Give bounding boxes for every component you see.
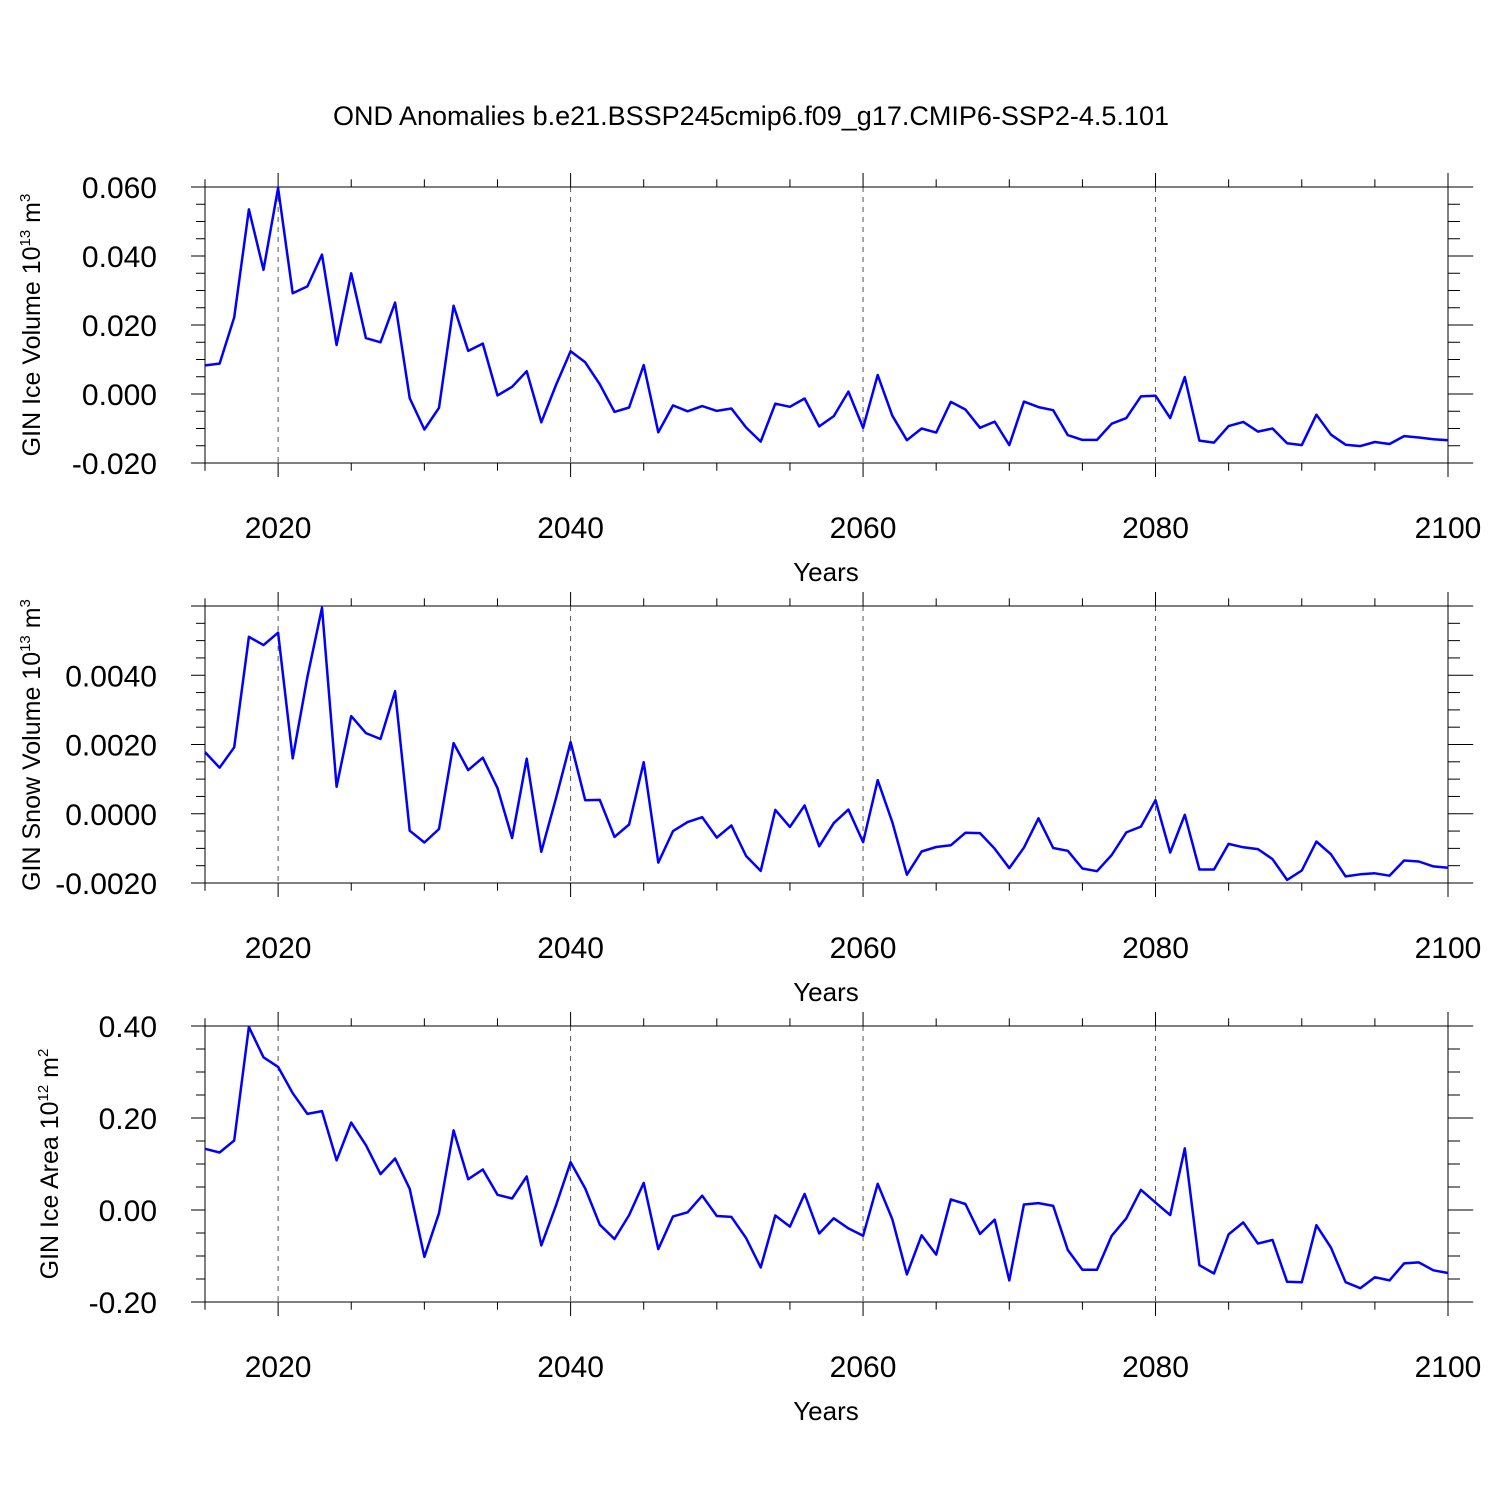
x-tick-label-2080: 2080 bbox=[1122, 932, 1189, 965]
x-tick-label-2100: 2100 bbox=[1415, 512, 1482, 545]
x-tick-label-2040: 2040 bbox=[537, 512, 604, 545]
panel-snow-volume: 2020 2040 2060 2080 2100 -0.0020 0.0000 0.0020 0… bbox=[17, 592, 1481, 1007]
panel-ice-volume: 2020 2040 2060 2080 2100 -0.020 0.000 0.020 0.04… bbox=[17, 172, 1481, 587]
figure-title: OND Anomalies b.e21.BSSP245cmip6.f09_g17… bbox=[333, 101, 1169, 131]
x-tick-label-2020: 2020 bbox=[245, 1351, 312, 1384]
x-tick-label-2040: 2040 bbox=[537, 932, 604, 965]
y-tick-label: 0.40 bbox=[99, 1011, 157, 1044]
x-axis-label: Years bbox=[793, 1396, 859, 1426]
x-tick-label-2080: 2080 bbox=[1122, 512, 1189, 545]
series-line-ice-volume bbox=[204, 186, 1449, 448]
y-axis-label: GIN Ice Volume 1013 m3 bbox=[17, 194, 46, 457]
y-tick-label: -0.020 bbox=[72, 448, 157, 481]
x-tick-label-2060: 2060 bbox=[830, 932, 897, 965]
y-tick-label: 0.0020 bbox=[65, 730, 157, 763]
x-tick-label-2040: 2040 bbox=[537, 1351, 604, 1384]
series-line-ice-area bbox=[204, 1025, 1449, 1290]
x-tick-label-2100: 2100 bbox=[1415, 932, 1482, 965]
y-tick-label: 0.0000 bbox=[65, 799, 157, 832]
x-tick-label-2060: 2060 bbox=[830, 512, 897, 545]
y-tick-label: 0.020 bbox=[82, 310, 157, 343]
y-axis-label: GIN Ice Area 1012 m2 bbox=[35, 1049, 64, 1280]
y-tick-label: 0.000 bbox=[82, 379, 157, 412]
x-tick-label-2100: 2100 bbox=[1415, 1351, 1482, 1384]
x-axis-label: Years bbox=[793, 977, 859, 1007]
x-axis-label: Years bbox=[793, 557, 859, 587]
y-tick-label: 0.0040 bbox=[65, 660, 157, 693]
x-tick-label-2020: 2020 bbox=[245, 512, 312, 545]
y-tick-label: 0.20 bbox=[99, 1103, 157, 1136]
y-axis-label: GIN Snow Volume 1013 m3 bbox=[17, 599, 46, 891]
y-tick-label: -0.0020 bbox=[55, 868, 157, 901]
y-tick-label: 0.00 bbox=[99, 1195, 157, 1228]
x-tick-label-2080: 2080 bbox=[1122, 1351, 1189, 1384]
series-line-snow-volume bbox=[204, 606, 1449, 882]
y-tick-label: -0.20 bbox=[89, 1287, 157, 1320]
y-tick-label: 0.040 bbox=[82, 241, 157, 274]
y-tick-label: 0.060 bbox=[82, 172, 157, 205]
panel-ice-area: 2020 2040 2060 2080 2100 -0.20 0.00 0.20 0.40 Yea… bbox=[35, 1011, 1481, 1426]
x-tick-label-2060: 2060 bbox=[830, 1351, 897, 1384]
x-tick-label-2020: 2020 bbox=[245, 932, 312, 965]
